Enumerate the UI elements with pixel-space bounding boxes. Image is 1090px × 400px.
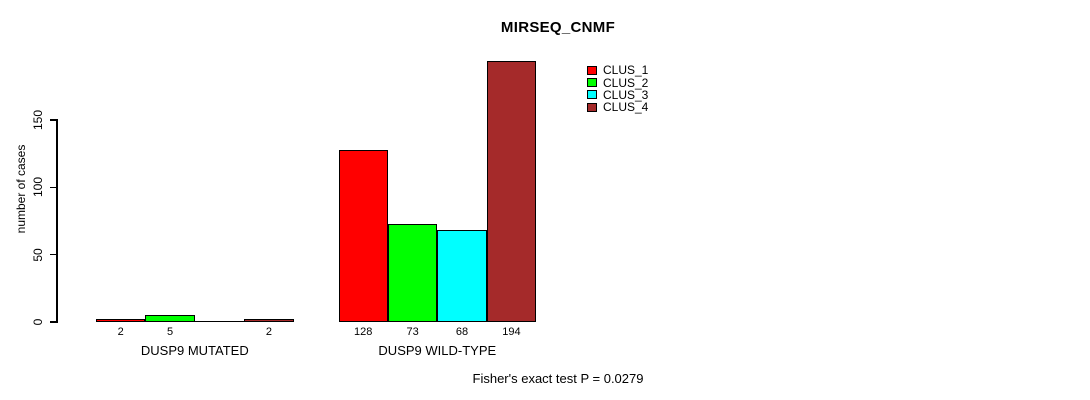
y-tick-mark [50,321,57,323]
legend-swatch-icon [587,102,597,112]
chart-title: MIRSEQ_CNMF [500,19,616,36]
bar-clus_2-wild-type [387,223,438,322]
y-tick-mark [50,119,57,121]
bar-clus_4-wild-type [486,60,537,322]
legend-item-clus_2: CLUS_2 [587,75,649,90]
y-tick-mark [50,186,57,189]
bar-clus_4-mutated [244,319,294,322]
legend-label: CLUS_1 [603,63,649,78]
legend-label: CLUS_3 [603,87,649,102]
y-axis-label: number of cases [14,144,28,234]
bar-value-label: 2 [117,326,124,338]
legend-swatch-icon [587,90,597,100]
bar-clus_1-mutated [96,319,146,322]
y-tick-mark [50,253,57,256]
group-label-mutated: DUSP9 MUTATED [140,343,249,358]
bar-value-label: 5 [167,326,174,338]
legend-swatch-icon [587,65,597,75]
bar-clus_1-wild-type [338,149,388,322]
bar-clus_3-mutated [194,320,245,322]
y-axis-line [56,119,58,323]
legend-item-clus_3: CLUS_3 [587,89,648,101]
y-tick-label: 150 [31,109,45,131]
y-tick-label: 100 [31,177,45,198]
y-tick-label: 0 [31,318,45,326]
bar-clus_2-mutated [145,315,195,322]
bar-clus_3-wild-type [437,230,487,322]
bar-value-label: 68 [455,326,469,338]
legend: CLUS_1 CLUS_2 CLUS_3 CLUS_4 [587,64,648,114]
bar-value-label: 73 [406,326,419,338]
legend-item-clus_1: CLUS_1 [587,64,648,76]
bar-value-label: 128 [354,326,373,338]
legend-swatch-icon [587,78,597,88]
y-tick-label: 50 [31,247,45,262]
legend-item-clus_4: CLUS_4 [587,101,648,113]
fisher-test-annotation: Fisher's exact test P = 0.0279 [472,371,644,386]
legend-label: CLUS_4 [603,100,649,115]
bar-value-label: 194 [502,326,521,338]
legend-label: CLUS_2 [603,75,649,90]
bar-value-label: 2 [265,326,272,338]
group-label-wild-type: DUSP9 WILD-TYPE [378,343,497,358]
